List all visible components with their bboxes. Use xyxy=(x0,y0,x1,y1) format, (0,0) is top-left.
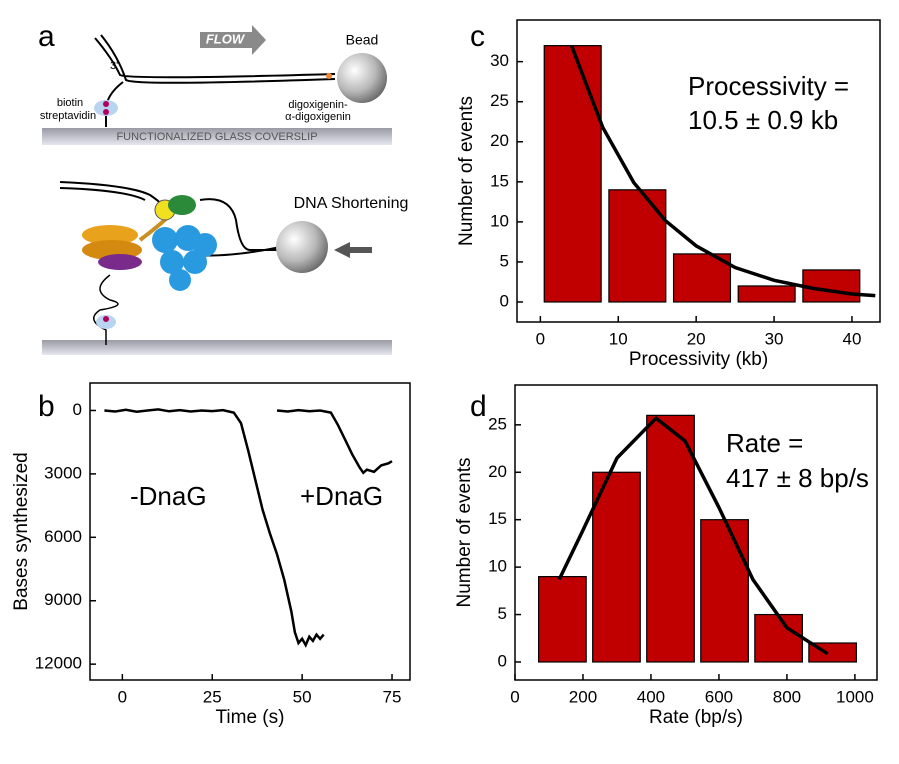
panel-label: d xyxy=(470,390,487,423)
plot-frame xyxy=(89,382,411,681)
bar xyxy=(700,519,749,663)
y-tick-label: 20 xyxy=(488,462,507,481)
bar xyxy=(754,613,803,663)
x-tick-label: 200 xyxy=(569,687,597,706)
x-tick-label: 0 xyxy=(510,687,519,706)
data-line xyxy=(276,408,393,475)
bar xyxy=(737,285,796,303)
annotation: 10.5 ± 0.9 kb xyxy=(688,105,838,135)
biotin xyxy=(103,109,109,115)
x-axis-label: Time (s) xyxy=(216,707,285,728)
x-tick-label: 30 xyxy=(765,329,784,348)
biotin-label: biotin xyxy=(57,97,83,109)
polymerase-core xyxy=(152,225,217,291)
bar xyxy=(543,45,602,303)
fit-curve xyxy=(557,415,829,656)
panel-label: a xyxy=(38,20,55,53)
bar xyxy=(802,269,861,303)
x-axis-label: Rate (bp/s) xyxy=(649,707,743,728)
x-tick-label: 1000 xyxy=(836,687,874,706)
x-axis-label: Processivity (kb) xyxy=(629,349,768,370)
y-tick-label: 10 xyxy=(490,211,509,230)
biotin xyxy=(103,316,109,322)
plot-frame xyxy=(516,19,881,323)
tether xyxy=(93,274,119,345)
x-tick-label: 25 xyxy=(203,687,222,706)
y-tick-label: 15 xyxy=(488,509,507,528)
series-label: -DnaG xyxy=(130,481,207,511)
helicase xyxy=(98,254,142,270)
y-tick-label: 0 xyxy=(498,651,507,670)
bead xyxy=(276,221,328,273)
digoxigenin xyxy=(326,73,332,79)
x-tick-label: 800 xyxy=(773,687,801,706)
flow-label: FLOW xyxy=(206,31,246,46)
y-tick-label: 0 xyxy=(73,400,82,419)
streptavidin-label: streptavidin xyxy=(40,110,96,122)
dna xyxy=(59,181,286,257)
helicase xyxy=(82,225,138,245)
y-tick-label: 5 xyxy=(500,251,509,270)
annotation: 417 ± 8 bp/s xyxy=(726,463,869,493)
streptavidin xyxy=(94,100,118,116)
y-axis-label: Bases synthesized xyxy=(11,452,32,610)
y-tick-label: 25 xyxy=(490,91,509,110)
data-line xyxy=(104,408,325,648)
y-tick-label: 25 xyxy=(488,414,507,433)
dig-label: digoxigenin- xyxy=(288,99,348,111)
coverslip xyxy=(42,340,392,355)
y-axis-label: Number of events xyxy=(456,96,477,246)
dna xyxy=(94,34,336,84)
arrow xyxy=(334,242,372,258)
coverslip xyxy=(42,128,392,145)
dig-label: α-digoxigenin xyxy=(285,111,351,123)
bar xyxy=(608,189,667,303)
x-tick-label: 20 xyxy=(687,329,706,348)
flow-arrow xyxy=(200,25,266,55)
y-tick-label: 3000 xyxy=(44,463,82,482)
y-tick-label: 0 xyxy=(500,291,509,310)
biotin xyxy=(103,101,109,107)
annotation: Rate = xyxy=(726,428,803,458)
plot-frame xyxy=(514,384,878,681)
end-label: 3' xyxy=(110,60,118,72)
bar xyxy=(672,253,732,303)
annotation: Processivity = xyxy=(688,71,849,101)
x-tick-label: 0 xyxy=(118,687,127,706)
y-tick-label: 20 xyxy=(490,131,509,150)
bead-label: Bead xyxy=(346,32,379,48)
x-tick-label: 40 xyxy=(842,329,861,348)
x-tick-label: 400 xyxy=(637,687,665,706)
y-axis-label: Number of events xyxy=(454,458,475,608)
bar xyxy=(646,414,695,663)
shortening-label: DNA Shortening xyxy=(294,195,409,212)
diagram: a FUNCTIONALIZED GLASS COVERSLIP FLOW Be… xyxy=(38,20,408,355)
y-tick-label: 15 xyxy=(490,171,509,190)
series-label: +DnaG xyxy=(300,481,383,511)
y-tick-label: 10 xyxy=(488,557,507,576)
y-tick-label: 5 xyxy=(498,604,507,623)
y-tick-label: 6000 xyxy=(44,527,82,546)
bead xyxy=(337,53,387,103)
polymerase xyxy=(168,195,196,215)
coverslip-label: FUNCTIONALIZED GLASS COVERSLIP xyxy=(116,131,317,143)
x-tick-label: 75 xyxy=(383,687,402,706)
x-tick-label: 10 xyxy=(609,329,628,348)
y-tick-label: 9000 xyxy=(44,590,82,609)
bar xyxy=(538,576,587,663)
x-tick-label: 600 xyxy=(705,687,733,706)
x-tick-label: 50 xyxy=(293,687,312,706)
panel-label: c xyxy=(470,20,485,53)
bar xyxy=(592,471,641,663)
y-tick-label: 30 xyxy=(490,51,509,70)
y-tick-label: 12000 xyxy=(35,654,82,673)
panel-label: b xyxy=(38,390,55,423)
fit-curve xyxy=(569,44,876,298)
x-tick-label: 0 xyxy=(536,329,545,348)
